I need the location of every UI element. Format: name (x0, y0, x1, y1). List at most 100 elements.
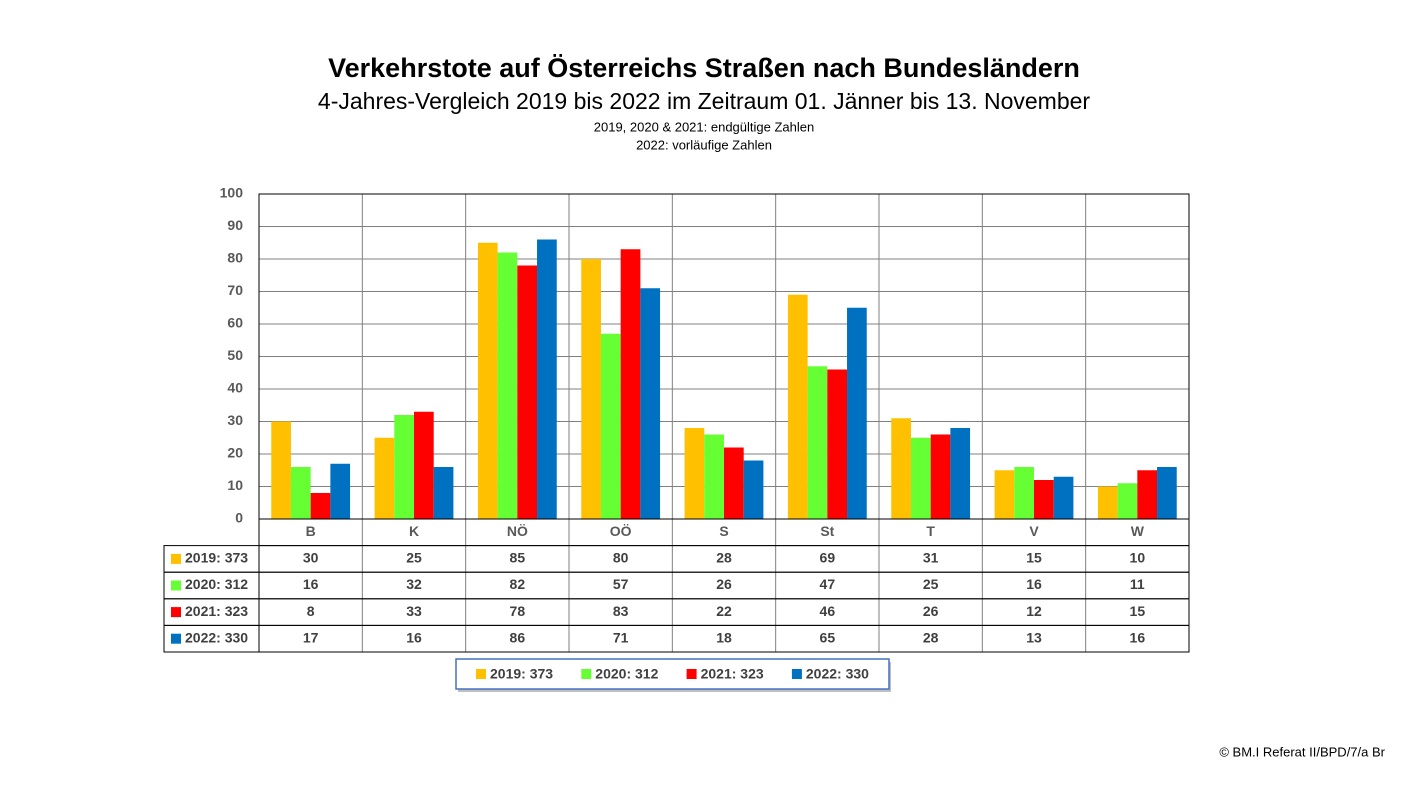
y-tick-label: 100 (220, 185, 244, 201)
table-row (163, 624, 1190, 653)
table-cell: 15 (1026, 550, 1042, 566)
y-tick-label: 20 (227, 445, 243, 461)
table-cell: 80 (613, 550, 629, 566)
bar (310, 493, 331, 519)
bar (640, 288, 661, 519)
x-tick-label: W (1131, 523, 1145, 539)
bar (684, 428, 705, 519)
table-cell: 16 (1026, 576, 1042, 592)
table-cell: 8 (307, 603, 315, 619)
bar (581, 259, 601, 519)
bar (1053, 476, 1074, 519)
bar (271, 421, 291, 519)
table-swatch (171, 607, 181, 618)
x-tick-label: T (926, 523, 935, 539)
table-cell: 46 (820, 603, 836, 619)
x-tick-label: K (409, 523, 419, 539)
bar (537, 239, 557, 519)
bar (1014, 467, 1034, 519)
bar (433, 467, 454, 519)
table-cell: 28 (923, 629, 939, 645)
bar (891, 418, 911, 519)
table-cell: 69 (820, 550, 836, 566)
note: 2022: vorläufige Zahlen (636, 137, 772, 152)
table-series-name: 2021: 323 (185, 603, 248, 619)
table-cell: 17 (303, 629, 319, 645)
table-swatch (171, 633, 181, 644)
bar (620, 249, 641, 519)
note: 2019, 2020 & 2021: endgültige Zahlen (594, 119, 814, 134)
bar (827, 369, 848, 519)
y-tick-label: 50 (227, 347, 243, 363)
legend-swatch (476, 669, 486, 679)
table-cell: 12 (1026, 603, 1042, 619)
y-tick-label: 80 (227, 250, 243, 266)
table-swatch (171, 553, 181, 564)
bar (743, 460, 764, 519)
bar (1117, 483, 1138, 519)
bar (517, 265, 538, 519)
x-tick-label: St (820, 523, 834, 539)
footer: © BM.I Referat II/BPD/7/a Br (1219, 744, 1385, 759)
bar (1137, 470, 1158, 519)
legend-label: 2022: 330 (806, 666, 869, 682)
chart-subtitle: 4-Jahres-Vergleich 2019 bis 2022 im Zeit… (318, 88, 1091, 114)
table-cell: 57 (613, 576, 629, 592)
legend (455, 658, 890, 690)
legend-swatch (686, 669, 697, 679)
table-cell: 25 (406, 550, 422, 566)
table-swatch (171, 580, 181, 591)
table-cell: 30 (303, 550, 319, 566)
bar (394, 415, 414, 519)
y-tick-label: 10 (227, 477, 243, 493)
table-cell: 25 (923, 576, 939, 592)
x-tick-label: V (1029, 523, 1039, 539)
table-cell: 85 (510, 550, 526, 566)
table-cell: 31 (923, 550, 939, 566)
table-series-name: 2020: 312 (185, 576, 248, 592)
bar (930, 434, 951, 519)
table-cell: 15 (1130, 603, 1146, 619)
table-cell: 11 (1130, 576, 1145, 592)
table-cell: 13 (1026, 629, 1042, 645)
table-cell: 86 (510, 629, 526, 645)
table-series-name: 2019: 373 (185, 550, 248, 566)
chart-title: Verkehrstote auf Österreichs Straßen nac… (328, 53, 1080, 83)
table-cell: 32 (406, 576, 422, 592)
table-cell: 16 (1130, 629, 1146, 645)
table-series-name: 2022: 330 (185, 629, 248, 645)
bar (374, 437, 395, 519)
x-tick-label: OÖ (610, 523, 632, 539)
y-tick-label: 70 (227, 282, 243, 298)
bar (1097, 486, 1118, 519)
bar (1034, 480, 1054, 519)
table-cell: 26 (716, 576, 732, 592)
table-cell: 10 (1130, 550, 1146, 566)
bar (477, 242, 498, 519)
bar (807, 366, 828, 519)
table-cell: 22 (716, 603, 732, 619)
bar (994, 470, 1015, 519)
bar (704, 434, 724, 519)
y-tick-label: 30 (227, 412, 243, 428)
table-cell: 26 (923, 603, 939, 619)
bar (910, 437, 931, 519)
legend-label: 2021: 323 (701, 666, 764, 682)
bar (497, 252, 518, 519)
y-tick-label: 40 (227, 380, 243, 396)
y-tick-label: 60 (227, 315, 243, 331)
bar (330, 463, 351, 519)
table-cell: 65 (820, 629, 836, 645)
y-tick-label: 0 (235, 510, 243, 526)
legend-label: 2020: 312 (595, 666, 658, 682)
bar (847, 307, 867, 519)
legend-label: 2019: 373 (490, 666, 553, 682)
bar (787, 294, 808, 519)
table-cell: 83 (613, 603, 629, 619)
table-cell: 16 (303, 576, 319, 592)
table-cell: 33 (406, 603, 422, 619)
bar (1157, 467, 1177, 519)
x-tick-label: B (306, 523, 316, 539)
bar (600, 333, 621, 519)
